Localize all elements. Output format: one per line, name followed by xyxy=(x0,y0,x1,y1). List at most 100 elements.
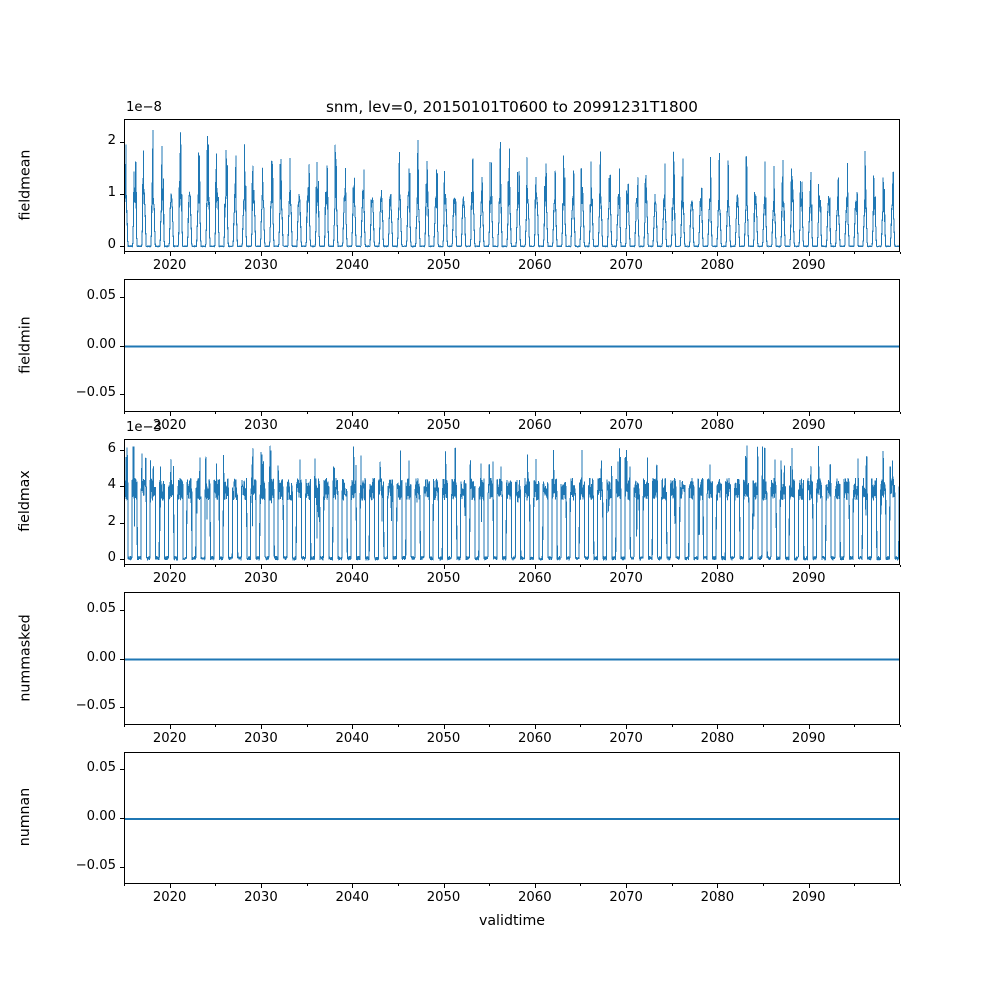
ytick-mark-fieldmax-1 xyxy=(120,523,124,524)
ytick-mark-numnan-1 xyxy=(120,818,124,819)
xtick-label-fieldmax-2: 2040 xyxy=(335,571,370,586)
xtick-minor-numnan-6 xyxy=(672,884,673,886)
figure-xlabel: validtime xyxy=(478,913,546,929)
ytick-mark-fieldmax-2 xyxy=(120,486,124,487)
xtick-mark-fieldmin-3 xyxy=(444,412,445,416)
xtick-label-fieldmax-6: 2080 xyxy=(700,571,735,586)
xtick-minor-fieldmin-4 xyxy=(489,412,490,414)
xtick-label-fieldmax-4: 2060 xyxy=(518,571,552,586)
ytick-mark-nummasked-2 xyxy=(120,610,124,611)
xtick-minor-fieldmin-2 xyxy=(307,412,308,414)
axes-frame-fieldmin xyxy=(124,279,900,412)
xtick-minor-fieldmean-5 xyxy=(580,252,581,254)
xtick-label-nummasked-1: 2030 xyxy=(244,731,278,746)
xtick-minor-fieldmax-2 xyxy=(307,565,308,567)
xtick-mark-nummasked-7 xyxy=(809,725,810,729)
data-line-fieldmean xyxy=(125,129,899,248)
plot-panel-fieldmax xyxy=(124,439,900,565)
xtick-mark-fieldmean-0 xyxy=(170,252,171,256)
xtick-label-fieldmin-2: 2040 xyxy=(335,418,370,433)
xtick-mark-fieldmax-3 xyxy=(444,565,445,569)
ytick-label-fieldmean-2: 2 xyxy=(107,133,116,149)
xtick-minor-fieldmax-5 xyxy=(580,565,581,567)
xtick-minor-numnan-8 xyxy=(854,884,855,886)
xtick-label-nummasked-3: 2050 xyxy=(426,731,461,746)
xtick-minor-nummasked-5 xyxy=(580,725,581,727)
axes-frame-nummasked xyxy=(124,592,900,725)
xtick-mark-numnan-1 xyxy=(261,884,262,888)
xtick-mark-fieldmean-3 xyxy=(444,252,445,256)
xtick-mark-numnan-3 xyxy=(444,884,445,888)
xtick-label-fieldmin-7: 2090 xyxy=(791,418,826,433)
xtick-minor-nummasked-8 xyxy=(854,725,855,727)
xtick-minor-fieldmin-7 xyxy=(763,412,764,414)
plot-panel-numnan xyxy=(124,752,900,884)
ytick-mark-nummasked-0 xyxy=(120,707,124,708)
xtick-mark-numnan-6 xyxy=(717,884,718,888)
xtick-label-fieldmean-6: 2080 xyxy=(700,258,735,273)
ytick-label-nummasked-2: 0.05 xyxy=(86,600,116,616)
ytick-label-fieldmin-2: 0.05 xyxy=(86,287,116,303)
plot-panel-nummasked xyxy=(124,592,900,725)
axes-frame-numnan xyxy=(124,752,900,884)
xtick-minor-fieldmin-8 xyxy=(854,412,855,414)
xtick-label-fieldmean-7: 2090 xyxy=(791,258,826,273)
data-line-nummasked xyxy=(125,658,899,661)
xtick-minor-fieldmean-2 xyxy=(307,252,308,254)
xtick-label-fieldmean-2: 2040 xyxy=(335,258,370,273)
xtick-minor-numnan-7 xyxy=(763,884,764,886)
ytick-mark-fieldmean-0 xyxy=(120,246,124,247)
xtick-mark-numnan-2 xyxy=(352,884,353,888)
xtick-mark-fieldmean-2 xyxy=(352,252,353,256)
xtick-label-fieldmin-0: 2020 xyxy=(152,418,187,433)
xtick-label-fieldmin-5: 2070 xyxy=(609,418,643,433)
ytick-mark-fieldmax-3 xyxy=(120,450,124,451)
ytick-label-fieldmin-1: 0.00 xyxy=(86,336,116,352)
xtick-label-nummasked-5: 2070 xyxy=(609,731,643,746)
ytick-mark-nummasked-1 xyxy=(120,659,124,660)
xtick-label-nummasked-2: 2040 xyxy=(335,731,370,746)
xtick-label-fieldmean-0: 2020 xyxy=(152,258,187,273)
xtick-label-fieldmin-4: 2060 xyxy=(518,418,552,433)
plot-panel-fieldmean xyxy=(124,119,900,252)
xtick-mark-nummasked-2 xyxy=(352,725,353,729)
xtick-label-fieldmean-3: 2050 xyxy=(426,258,461,273)
plot-panel-fieldmin xyxy=(124,279,900,412)
ytick-mark-fieldmean-1 xyxy=(120,194,124,195)
xtick-minor-numnan-5 xyxy=(580,884,581,886)
xtick-mark-fieldmean-5 xyxy=(626,252,627,256)
axes-frame-fieldmean xyxy=(124,119,900,252)
xtick-label-fieldmean-1: 2030 xyxy=(244,258,278,273)
xtick-label-fieldmax-3: 2050 xyxy=(426,571,461,586)
xtick-mark-fieldmean-4 xyxy=(535,252,536,256)
ytick-mark-fieldmin-2 xyxy=(120,297,124,298)
ytick-mark-fieldmin-1 xyxy=(120,346,124,347)
ytick-label-fieldmax-0: 0 xyxy=(107,550,116,566)
xtick-minor-numnan-4 xyxy=(489,884,490,886)
xtick-label-numnan-2: 2040 xyxy=(335,890,370,905)
ytick-label-numnan-2: 0.05 xyxy=(86,760,116,776)
xtick-mark-fieldmean-1 xyxy=(261,252,262,256)
data-line-fieldmin xyxy=(125,345,899,348)
data-line-numnan xyxy=(125,818,899,820)
offset-text-fieldmax: 1e−3 xyxy=(126,420,162,435)
xtick-label-numnan-1: 2030 xyxy=(244,890,278,905)
xtick-minor-fieldmin-3 xyxy=(398,412,399,414)
xtick-label-nummasked-6: 2080 xyxy=(700,731,735,746)
xtick-minor-fieldmax-1 xyxy=(215,565,216,567)
xtick-label-numnan-3: 2050 xyxy=(426,890,461,905)
ytick-mark-fieldmin-0 xyxy=(120,394,124,395)
ytick-label-fieldmean-0: 0 xyxy=(107,236,116,252)
xtick-minor-fieldmax-0 xyxy=(124,565,125,567)
xtick-minor-nummasked-0 xyxy=(124,725,125,727)
xtick-mark-nummasked-1 xyxy=(261,725,262,729)
xtick-minor-fieldmin-1 xyxy=(215,412,216,414)
offset-text-fieldmean: 1e−8 xyxy=(126,100,162,115)
xtick-minor-fieldmax-6 xyxy=(672,565,673,567)
xtick-mark-fieldmax-2 xyxy=(352,565,353,569)
xtick-label-numnan-6: 2080 xyxy=(700,890,735,905)
xtick-mark-nummasked-3 xyxy=(444,725,445,729)
ytick-label-fieldmin-0: −0.05 xyxy=(75,385,116,401)
xtick-label-fieldmax-0: 2020 xyxy=(152,571,187,586)
